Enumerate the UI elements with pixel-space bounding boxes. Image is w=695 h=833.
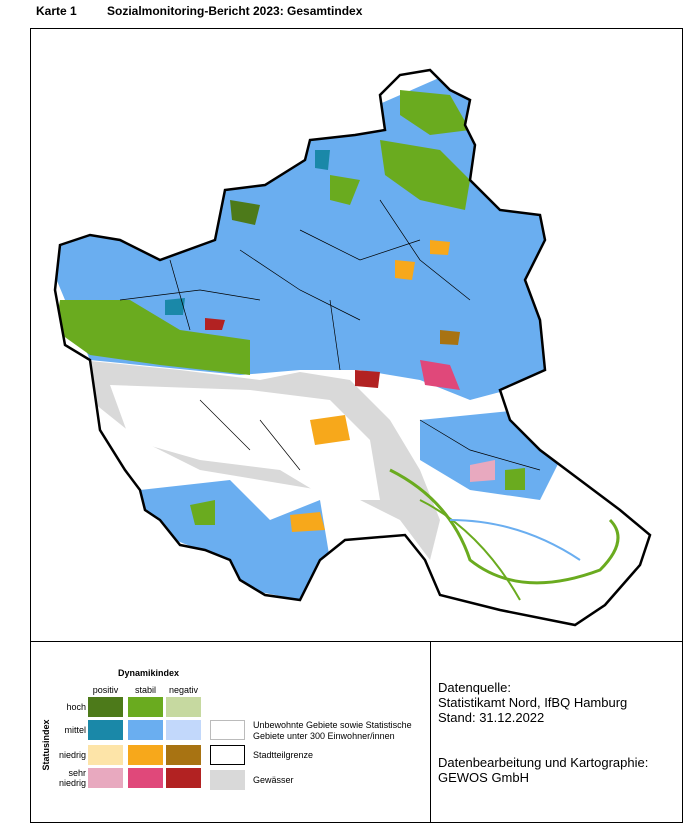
legend-swatch [128, 768, 163, 788]
legend-swatch [166, 745, 201, 765]
legend-swatch [128, 697, 163, 717]
divider [430, 641, 431, 823]
legend-swatch [88, 768, 123, 788]
legend-title: Dynamikindex [118, 668, 180, 678]
source-text: GEWOS GmbH [438, 770, 530, 785]
legend-swatch [166, 720, 201, 740]
frame [30, 28, 683, 823]
row-label: sehr niedrig [58, 768, 86, 788]
source-text: Statistikamt Nord, IfBQ Hamburg [438, 695, 628, 710]
legend-swatch [128, 720, 163, 740]
legend-swatch [210, 770, 245, 790]
map [53, 68, 652, 627]
legend-swatch [128, 745, 163, 765]
source-text: Datenquelle: [438, 680, 511, 695]
legend-swatch [166, 768, 201, 788]
column-label: negativ [168, 685, 199, 695]
legend-swatch [166, 697, 201, 717]
column-label: stabil [134, 685, 156, 695]
legend-label: Unbewohnte Gebiete sowie Statistische Ge… [253, 720, 412, 741]
source-text: Stand: 31.12.2022 [438, 710, 545, 725]
legend-swatch [88, 697, 123, 717]
row-label: niedrig [58, 750, 86, 760]
axis-title: Statusindex [41, 719, 51, 771]
map-title: Sozialmonitoring-Bericht 2023: Gesamtind… [107, 4, 363, 18]
legend-label: Gewässer [253, 775, 294, 785]
legend-swatch [210, 745, 245, 765]
row-label: hoch [66, 702, 86, 712]
legend-swatch [88, 720, 123, 740]
legend-swatch [88, 745, 123, 765]
map-label: Karte 1 [36, 4, 77, 18]
row-label: mittel [64, 725, 86, 735]
legend-label: Stadtteilgrenze [253, 750, 314, 760]
map-areas [55, 70, 650, 625]
divider [30, 641, 683, 642]
source-text: Datenbearbeitung und Kartographie: [438, 755, 649, 770]
legend-swatch [210, 720, 245, 740]
column-label: positiv [92, 685, 119, 695]
